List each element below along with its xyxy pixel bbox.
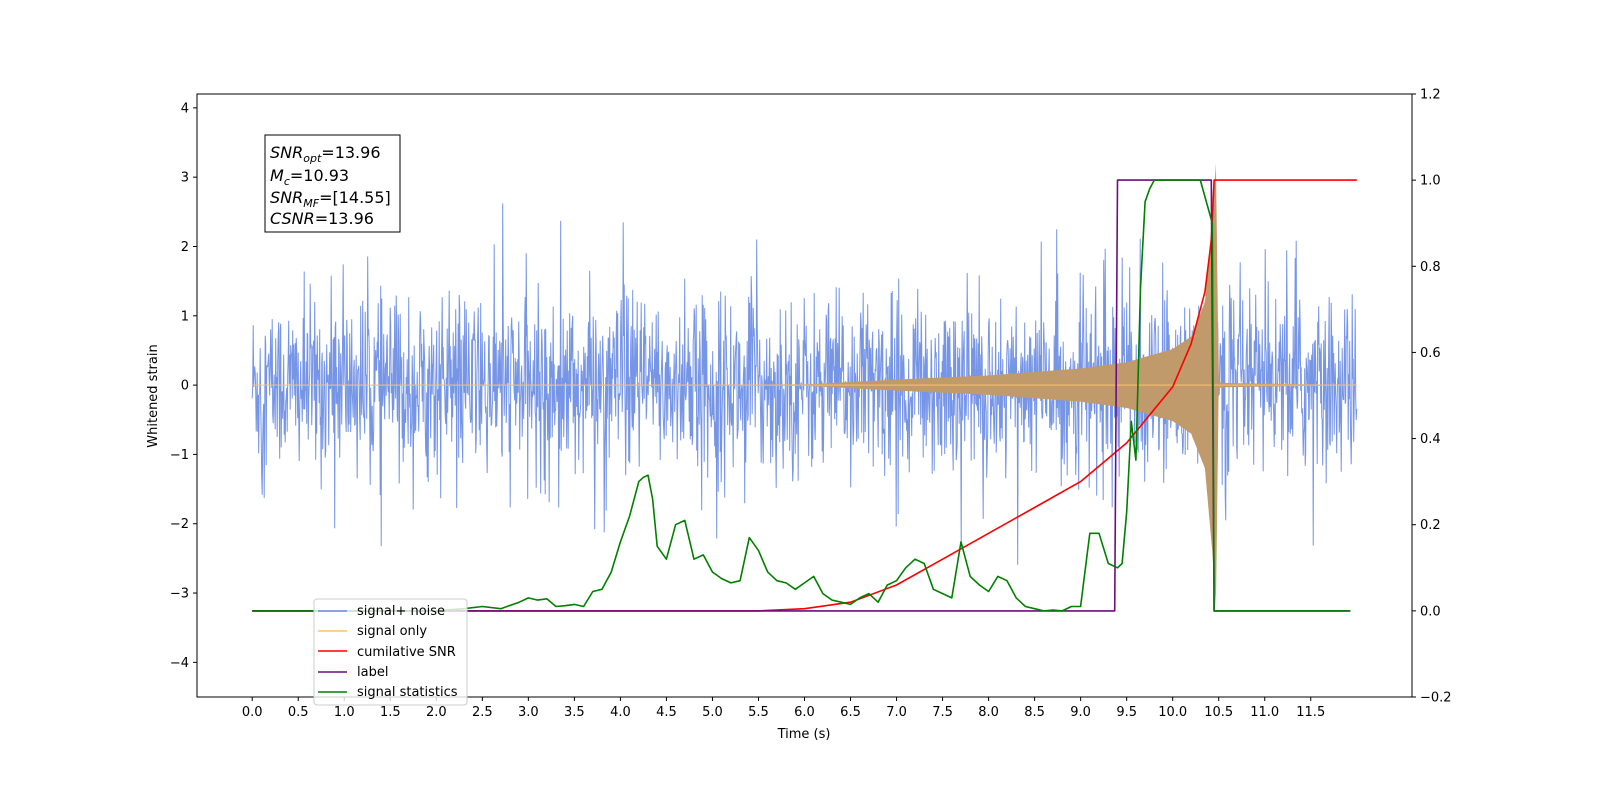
y-right-tick-label: 0.0 bbox=[1420, 604, 1441, 619]
x-tick-label: 10.5 bbox=[1204, 705, 1233, 720]
x-tick-label: 0.5 bbox=[288, 705, 309, 720]
legend-frame bbox=[313, 598, 468, 706]
right-axis-lines-layer bbox=[252, 179, 1357, 612]
legend-label-label: label bbox=[357, 665, 388, 680]
series-signal-statistics bbox=[252, 179, 1351, 612]
annotation-csnr: CSNR=13.96 bbox=[270, 209, 374, 228]
x-tick-label: 11.5 bbox=[1296, 705, 1325, 720]
x-tick-label: 1.5 bbox=[380, 705, 401, 720]
legend-label-signal-plus-noise: signal+ noise bbox=[357, 604, 445, 619]
x-axis-label: Time (s) bbox=[777, 727, 831, 742]
annotation-snr-mf: SNRMF=[14.55] bbox=[270, 188, 391, 210]
y-left-tick-label: 1 bbox=[181, 309, 189, 324]
y-left-tick-label: 4 bbox=[181, 101, 189, 116]
annotation-chirp-mass: Mc=10.93 bbox=[270, 166, 349, 188]
x-tick-label: 10.0 bbox=[1158, 705, 1187, 720]
x-tick-label: 5.5 bbox=[748, 705, 769, 720]
x-tick-label: 4.5 bbox=[656, 705, 677, 720]
legend-label-cumulative-snr: cumilative SNR bbox=[357, 645, 456, 660]
y-right-tick-label: 0.6 bbox=[1420, 346, 1441, 361]
x-tick-label: 9.5 bbox=[1116, 705, 1137, 720]
y-axis-right: 1.2 1.0 0.8 0.6 0.4 0.2 0.0 −0.2 bbox=[1412, 88, 1452, 706]
y-left-tick-label: −1 bbox=[170, 448, 189, 463]
x-tick-label: 8.0 bbox=[978, 705, 999, 720]
annotation-frame bbox=[264, 134, 401, 233]
y-right-tick-label: 1.0 bbox=[1420, 174, 1441, 189]
x-tick-label: 11.0 bbox=[1250, 705, 1279, 720]
x-tick-label: 1.0 bbox=[334, 705, 355, 720]
y-axis-label: Whitened strain bbox=[146, 344, 161, 447]
x-tick-label: 8.5 bbox=[1024, 705, 1045, 720]
x-axis: 0.0 0.5 1.0 1.5 2.0 2.5 3.0 3.5 4.0 4.5 5.0 5.5 6.0 6… bbox=[242, 697, 1325, 720]
legend-label-signal-statistics: signal statistics bbox=[357, 685, 458, 700]
annotation-snr-opt: SNRopt=13.96 bbox=[270, 143, 381, 165]
x-tick-label: 5.0 bbox=[702, 705, 723, 720]
x-tick-label: 7.5 bbox=[932, 705, 953, 720]
y-left-tick-label: 0 bbox=[181, 379, 189, 394]
y-left-tick-label: −4 bbox=[170, 656, 189, 671]
x-tick-label: 2.0 bbox=[426, 705, 447, 720]
annotation-box: SNRopt=13.96 Mc=10.93 SNRMF=[14.55] CSNR… bbox=[264, 134, 401, 233]
x-tick-label: 2.5 bbox=[472, 705, 493, 720]
y-axis-left: 4 3 2 1 0 −1 −2 −3 −4 bbox=[170, 101, 197, 671]
y-left-tick-label: 2 bbox=[181, 240, 189, 255]
y-right-tick-label: 1.2 bbox=[1420, 88, 1441, 103]
y-left-tick-label: −3 bbox=[170, 587, 189, 602]
x-tick-label: 9.0 bbox=[1070, 705, 1091, 720]
legend: signal+ noise signal only cumilative SNR… bbox=[313, 598, 468, 706]
y-left-tick-label: −2 bbox=[170, 517, 189, 532]
y-right-tick-label: −0.2 bbox=[1420, 691, 1452, 706]
x-tick-label: 3.0 bbox=[518, 705, 539, 720]
x-tick-label: 6.0 bbox=[794, 705, 815, 720]
x-tick-label: 6.5 bbox=[840, 705, 861, 720]
y-right-tick-label: 0.2 bbox=[1420, 518, 1441, 533]
x-tick-label: 3.5 bbox=[564, 705, 585, 720]
legend-label-signal-only: signal only bbox=[357, 624, 427, 639]
x-tick-label: 7.0 bbox=[886, 705, 907, 720]
x-tick-label: 0.0 bbox=[242, 705, 263, 720]
y-right-tick-label: 0.8 bbox=[1420, 260, 1441, 275]
y-left-tick-label: 3 bbox=[181, 171, 189, 186]
y-right-tick-label: 0.4 bbox=[1420, 432, 1441, 447]
x-tick-label: 4.0 bbox=[610, 705, 631, 720]
